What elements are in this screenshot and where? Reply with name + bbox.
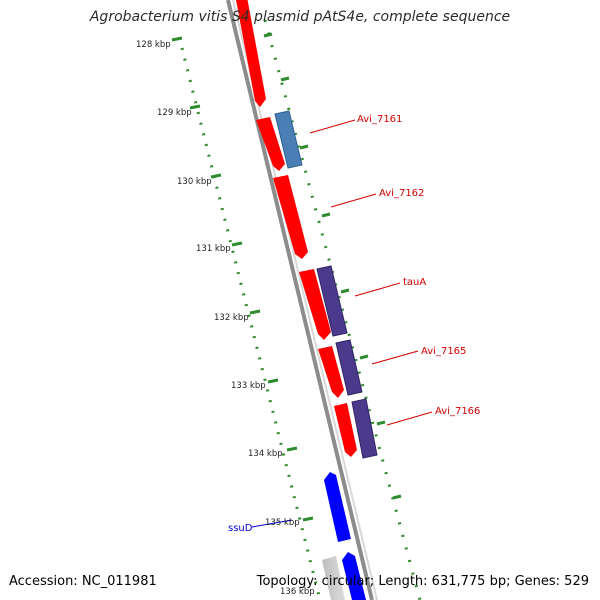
cog-box-purple-1[interactable] — [316, 265, 348, 337]
gene-label-avi-7162[interactable]: Avi_7162 — [379, 188, 424, 199]
cds-arrow-red-3[interactable] — [273, 175, 308, 259]
cds-arrow-red-2[interactable] — [256, 117, 285, 171]
gene-label-avi-7165[interactable]: Avi_7165 — [421, 346, 466, 357]
cog-box-purple-2[interactable] — [335, 339, 363, 396]
ruler-label-130: 130 kbp — [177, 177, 212, 187]
ruler-label-131: 131 kbp — [196, 244, 231, 254]
ruler-label-129: 129 kbp — [157, 108, 192, 118]
ruler-dots-right — [263, 19, 422, 600]
cog-box-purple-3[interactable] — [351, 398, 378, 459]
ruler-label-136: 136 kbp — [280, 587, 315, 597]
ruler-label-132: 132 kbp — [214, 313, 249, 323]
gene-leaders — [309, 119, 433, 426]
backbone-line — [226, 0, 374, 600]
ruler-label-133: 133 kbp — [231, 381, 266, 391]
cds-arrow-blue-2[interactable] — [342, 552, 366, 600]
gene-leader-ssuD — [251, 519, 293, 528]
reverse-cds-track — [322, 472, 366, 600]
ruler-dots-left — [180, 47, 322, 600]
cds-arrow-red-4[interactable] — [299, 269, 331, 340]
topology-text: Topology: circular; Length: 631,775 bp; … — [256, 574, 589, 589]
cds-arrow-gray-1[interactable] — [322, 556, 345, 600]
map-title: Agrobacterium vitis S4 plasmid pAtS4e, c… — [89, 9, 511, 25]
cds-arrow-red-1[interactable] — [236, 0, 266, 107]
cog-track — [274, 110, 378, 459]
ruler-label-128: 128 kbp — [136, 40, 171, 50]
ruler-ticks-right — [263, 32, 402, 500]
cds-arrow-blue-1[interactable] — [324, 472, 351, 542]
cds-arrow-red-6[interactable] — [334, 403, 357, 457]
gene-label-tauA[interactable]: tauA — [403, 277, 426, 288]
ruler-ticks-left — [171, 36, 314, 522]
ruler-label-135: 135 kbp — [265, 518, 300, 528]
gene-label-ssuD[interactable]: ssuD — [228, 523, 253, 534]
cog-box-blue[interactable] — [274, 110, 303, 169]
accession-text: Accession: NC_011981 — [9, 574, 157, 589]
forward-cds-track — [236, 0, 357, 457]
ruler-label-134: 134 kbp — [248, 449, 283, 459]
cds-arrow-red-5[interactable] — [318, 346, 344, 398]
gene-label-avi-7161[interactable]: Avi_7161 — [357, 114, 402, 125]
gene-label-avi-7166[interactable]: Avi_7166 — [435, 406, 480, 417]
